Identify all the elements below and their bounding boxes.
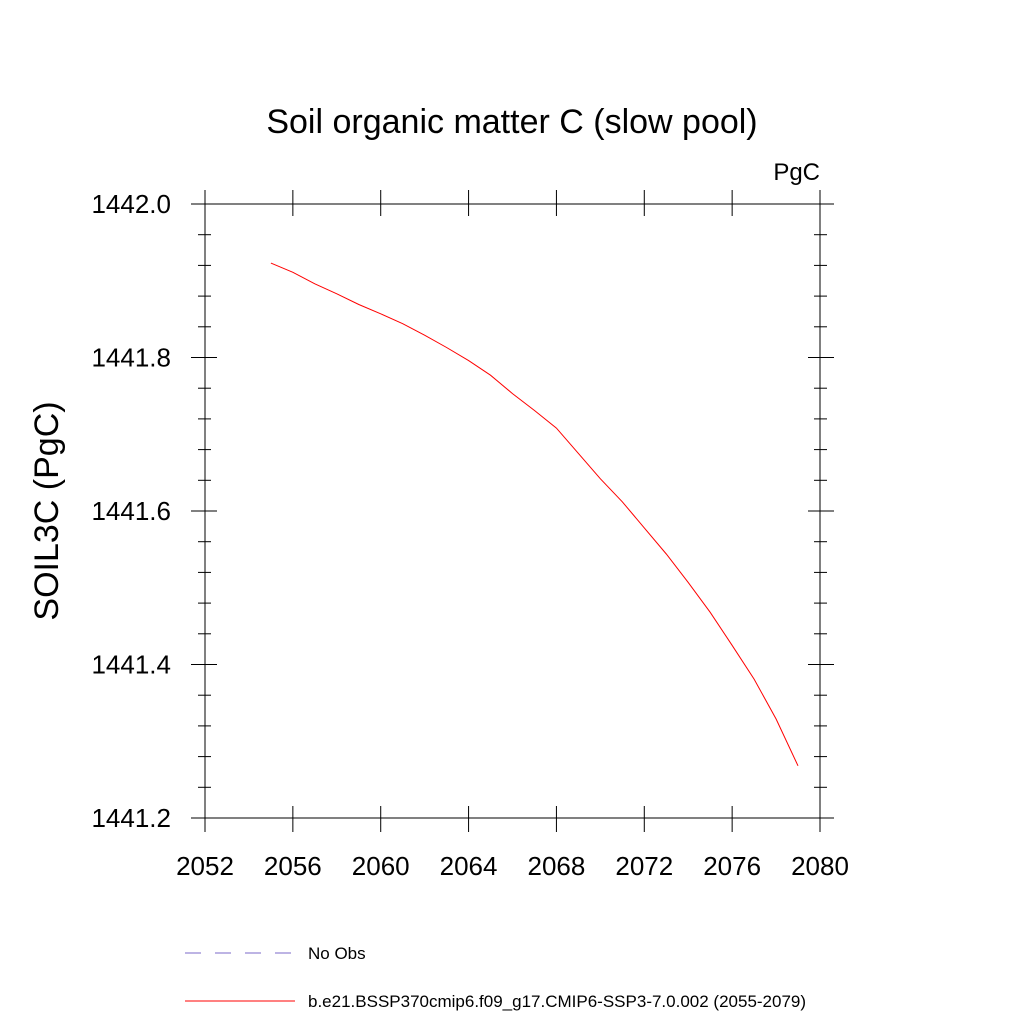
x-tick-label: 2072 bbox=[615, 851, 673, 881]
x-tick-label: 2076 bbox=[703, 851, 761, 881]
y-tick-label: 1441.6 bbox=[91, 496, 171, 526]
y-tick-label: 1441.4 bbox=[91, 650, 171, 680]
plot-frame bbox=[204, 203, 821, 819]
x-tick-label: 2060 bbox=[352, 851, 410, 881]
units-label: PgC bbox=[773, 159, 820, 186]
y-tick-label: 1442.0 bbox=[91, 189, 171, 219]
legend: No Obs b.e21.BSSP370cmip6.f09_g17.CMIP6-S… bbox=[185, 944, 806, 1011]
legend-label: No Obs bbox=[308, 944, 366, 963]
chart-title: Soil organic matter C (slow pool) bbox=[266, 103, 757, 141]
y-axis-tick-labels: 1441.2 1441.4 1441.6 1441.8 1442.0 bbox=[91, 189, 171, 833]
x-tick-label: 2064 bbox=[440, 851, 498, 881]
x-tick-label: 2080 bbox=[791, 851, 849, 881]
axis-ticks bbox=[191, 190, 834, 832]
y-axis-label: SOIL3C (PgC) bbox=[28, 401, 66, 620]
series-layer bbox=[270, 262, 799, 767]
legend-label: b.e21.BSSP370cmip6.f09_g17.CMIP6-SSP3-7.… bbox=[308, 992, 806, 1011]
x-tick-label: 2056 bbox=[264, 851, 322, 881]
series-line bbox=[270, 262, 799, 767]
y-tick-label: 1441.8 bbox=[91, 343, 171, 373]
x-tick-label: 2052 bbox=[176, 851, 234, 881]
x-axis-tick-labels: 2052 2056 2060 2064 2068 2072 2076 2080 bbox=[176, 851, 849, 881]
x-tick-label: 2068 bbox=[528, 851, 586, 881]
y-tick-label: 1441.2 bbox=[91, 803, 171, 833]
